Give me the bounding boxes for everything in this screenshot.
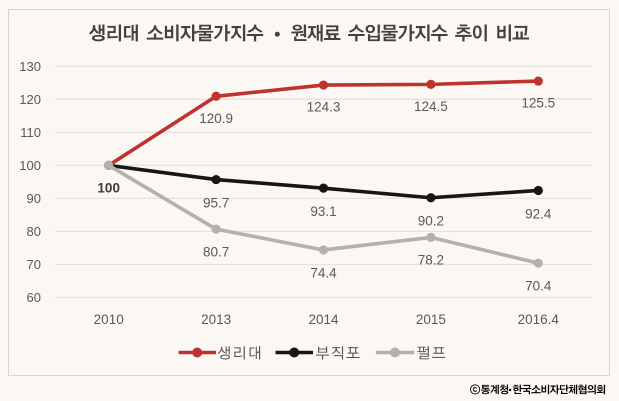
svg-text:90: 90 — [27, 191, 41, 206]
svg-text:110: 110 — [20, 125, 41, 140]
svg-text:2010: 2010 — [94, 312, 124, 327]
svg-text:90.2: 90.2 — [418, 214, 444, 229]
svg-text:60: 60 — [27, 290, 41, 305]
svg-text:93.1: 93.1 — [310, 204, 336, 219]
svg-text:120: 120 — [19, 92, 41, 107]
svg-text:100: 100 — [97, 181, 120, 196]
svg-text:124.3: 124.3 — [307, 100, 341, 115]
svg-text:80.7: 80.7 — [203, 244, 229, 259]
svg-text:2016.4: 2016.4 — [518, 312, 560, 327]
svg-text:100: 100 — [19, 158, 41, 173]
svg-text:125.5: 125.5 — [521, 96, 555, 111]
svg-text:130: 130 — [19, 59, 41, 74]
svg-text:120.9: 120.9 — [199, 111, 233, 126]
svg-text:70: 70 — [27, 257, 41, 272]
svg-text:2013: 2013 — [201, 312, 231, 327]
svg-text:124.5: 124.5 — [414, 99, 448, 114]
svg-text:78.2: 78.2 — [418, 253, 444, 268]
svg-text:2014: 2014 — [308, 312, 339, 327]
svg-text:2015: 2015 — [416, 312, 446, 327]
svg-text:92.4: 92.4 — [525, 206, 552, 221]
svg-text:95.7: 95.7 — [203, 195, 229, 210]
svg-text:74.4: 74.4 — [310, 265, 337, 280]
svg-text:80: 80 — [27, 224, 41, 239]
svg-text:70.4: 70.4 — [525, 279, 552, 294]
